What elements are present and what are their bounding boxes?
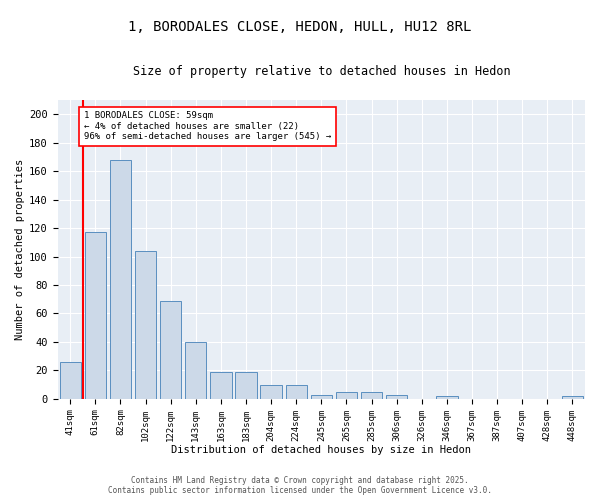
Bar <box>235 372 257 399</box>
Bar <box>336 392 357 399</box>
Bar <box>185 342 206 399</box>
Title: Size of property relative to detached houses in Hedon: Size of property relative to detached ho… <box>133 65 510 78</box>
Bar <box>59 362 81 399</box>
Text: Contains HM Land Registry data © Crown copyright and database right 2025.
Contai: Contains HM Land Registry data © Crown c… <box>108 476 492 495</box>
Bar <box>160 300 181 399</box>
Bar <box>210 372 232 399</box>
Y-axis label: Number of detached properties: Number of detached properties <box>15 159 25 340</box>
Bar <box>386 394 407 399</box>
Bar <box>562 396 583 399</box>
Bar <box>260 384 282 399</box>
Bar <box>135 251 156 399</box>
X-axis label: Distribution of detached houses by size in Hedon: Distribution of detached houses by size … <box>172 445 472 455</box>
Bar <box>436 396 458 399</box>
Bar <box>286 384 307 399</box>
Text: 1 BORODALES CLOSE: 59sqm
← 4% of detached houses are smaller (22)
96% of semi-de: 1 BORODALES CLOSE: 59sqm ← 4% of detache… <box>84 112 331 141</box>
Bar <box>85 232 106 399</box>
Bar <box>110 160 131 399</box>
Text: 1, BORODALES CLOSE, HEDON, HULL, HU12 8RL: 1, BORODALES CLOSE, HEDON, HULL, HU12 8R… <box>128 20 472 34</box>
Bar <box>361 392 382 399</box>
Bar <box>311 394 332 399</box>
